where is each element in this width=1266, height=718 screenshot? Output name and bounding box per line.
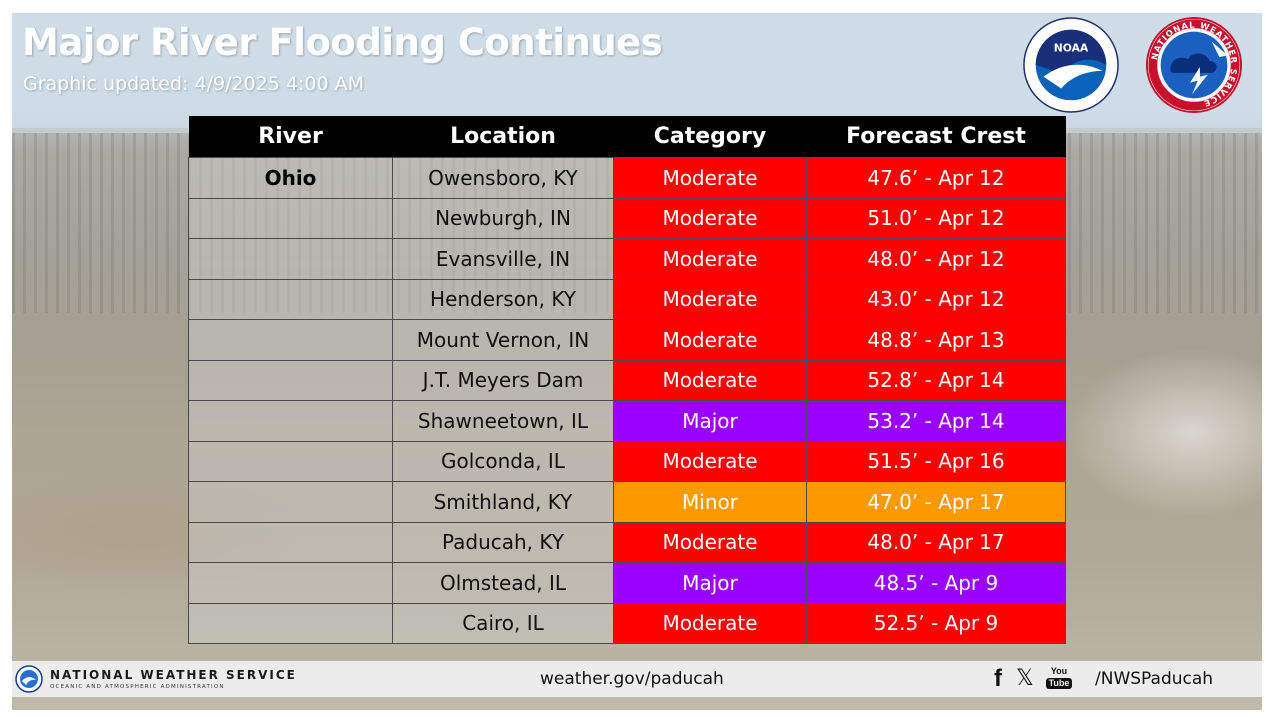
table-row: J.T. Meyers Dam Moderate 52.8’ - Apr 14: [188, 359, 1066, 401]
table-row: Olmstead, IL Major 48.5’ - Apr 9: [188, 562, 1066, 604]
table-row: Henderson, KY Moderate 43.0’ - Apr 12: [188, 278, 1066, 320]
column-header-category: Category: [613, 116, 807, 158]
category-cell: Minor: [613, 481, 807, 523]
category-cell: Moderate: [613, 602, 807, 644]
location-cell: Mount Vernon, IN: [392, 319, 614, 361]
location-cell: Golconda, IL: [392, 440, 614, 482]
column-header-location: Location: [392, 116, 614, 158]
location-cell: Cairo, IL: [392, 602, 614, 644]
noaa-logo-text: NOAA: [1054, 41, 1089, 54]
location-cell: Evansville, IN: [392, 238, 614, 280]
forecast-crest-cell: 48.5’ - Apr 9: [806, 562, 1066, 604]
location-cell: J.T. Meyers Dam: [392, 359, 614, 401]
forecast-crest-cell: 51.0’ - Apr 12: [806, 197, 1066, 239]
forecast-crest-cell: 52.5’ - Apr 9: [806, 602, 1066, 644]
social-handle[interactable]: /NWSPaducah: [1095, 669, 1214, 689]
forecast-crest-cell: 48.8’ - Apr 13: [806, 319, 1066, 361]
table-row: Cairo, IL Moderate 52.5’ - Apr 9: [188, 602, 1066, 644]
river-cell: [188, 278, 393, 320]
column-header-river: River: [188, 116, 393, 158]
river-cell: [188, 440, 393, 482]
facebook-icon[interactable]: f: [994, 665, 1002, 692]
forecast-crest-cell: 47.0’ - Apr 17: [806, 481, 1066, 523]
river-forecast-table: River Location Category Forecast Crest O…: [188, 116, 1066, 644]
youtube-icon-top: You: [1050, 666, 1068, 676]
page-title: Major River Flooding Continues: [22, 21, 663, 64]
column-header-forecast-crest: Forecast Crest: [806, 116, 1066, 158]
table-row: Smithland, KY Minor 47.0’ - Apr 17: [188, 481, 1066, 523]
youtube-icon[interactable]: You Tube: [1046, 666, 1072, 692]
location-cell: Smithland, KY: [392, 481, 614, 523]
river-cell: [188, 400, 393, 442]
forecast-crest-cell: 43.0’ - Apr 12: [806, 278, 1066, 320]
youtube-icon-bottom: Tube: [1046, 678, 1072, 689]
footer-bar: NATIONAL WEATHER SERVICE OCEANIC AND ATM…: [12, 661, 1262, 697]
river-cell: Ohio: [188, 157, 393, 199]
updated-timestamp: Graphic updated: 4/9/2025 4:00 AM: [23, 73, 364, 95]
table-header-row: River Location Category Forecast Crest: [188, 116, 1066, 158]
footer-website-link[interactable]: weather.gov/paducah: [540, 669, 724, 689]
river-cell: [188, 238, 393, 280]
forecast-crest-cell: 47.6’ - Apr 12: [806, 157, 1066, 199]
river-cell: [188, 521, 393, 563]
river-cell: [188, 562, 393, 604]
category-cell: Moderate: [613, 319, 807, 361]
category-cell: Moderate: [613, 238, 807, 280]
river-cell: [188, 359, 393, 401]
nws-logo-icon: NATIONAL WEATHER SERVICE: [1145, 16, 1243, 114]
river-cell: [188, 319, 393, 361]
noaa-logo-icon: NOAA: [1023, 17, 1119, 113]
forecast-crest-cell: 51.5’ - Apr 16: [806, 440, 1066, 482]
forecast-crest-cell: 53.2’ - Apr 14: [806, 400, 1066, 442]
location-cell: Henderson, KY: [392, 278, 614, 320]
table-row: Newburgh, IN Moderate 51.0’ - Apr 12: [188, 197, 1066, 239]
table-row: Shawneetown, IL Major 53.2’ - Apr 14: [188, 400, 1066, 442]
x-icon[interactable]: 𝕏: [1016, 666, 1034, 691]
category-cell: Moderate: [613, 197, 807, 239]
forecast-crest-cell: 48.0’ - Apr 12: [806, 238, 1066, 280]
nws-footer-logo-icon: [15, 665, 43, 693]
category-cell: Moderate: [613, 278, 807, 320]
footer-agency-subtitle: OCEANIC AND ATMOSPHERIC ADMINISTRATION: [50, 684, 225, 690]
location-cell: Newburgh, IN: [392, 197, 614, 239]
table-row: Paducah, KY Moderate 48.0’ - Apr 17: [188, 521, 1066, 563]
category-cell: Moderate: [613, 440, 807, 482]
category-cell: Moderate: [613, 157, 807, 199]
river-cell: [188, 481, 393, 523]
forecast-crest-cell: 52.8’ - Apr 14: [806, 359, 1066, 401]
category-cell: Major: [613, 562, 807, 604]
category-cell: Moderate: [613, 359, 807, 401]
location-cell: Paducah, KY: [392, 521, 614, 563]
table-row: Mount Vernon, IN Moderate 48.8’ - Apr 13: [188, 319, 1066, 361]
table-row: Golconda, IL Moderate 51.5’ - Apr 16: [188, 440, 1066, 482]
category-cell: Major: [613, 400, 807, 442]
location-cell: Owensboro, KY: [392, 157, 614, 199]
location-cell: Olmstead, IL: [392, 562, 614, 604]
forecast-crest-cell: 48.0’ - Apr 17: [806, 521, 1066, 563]
river-cell: [188, 602, 393, 644]
location-cell: Shawneetown, IL: [392, 400, 614, 442]
table-row: Ohio Owensboro, KY Moderate 47.6’ - Apr 12: [188, 157, 1066, 199]
category-cell: Moderate: [613, 521, 807, 563]
table-row: Evansville, IN Moderate 48.0’ - Apr 12: [188, 238, 1066, 280]
footer-agency-name: NATIONAL WEATHER SERVICE: [50, 668, 297, 682]
river-cell: [188, 197, 393, 239]
